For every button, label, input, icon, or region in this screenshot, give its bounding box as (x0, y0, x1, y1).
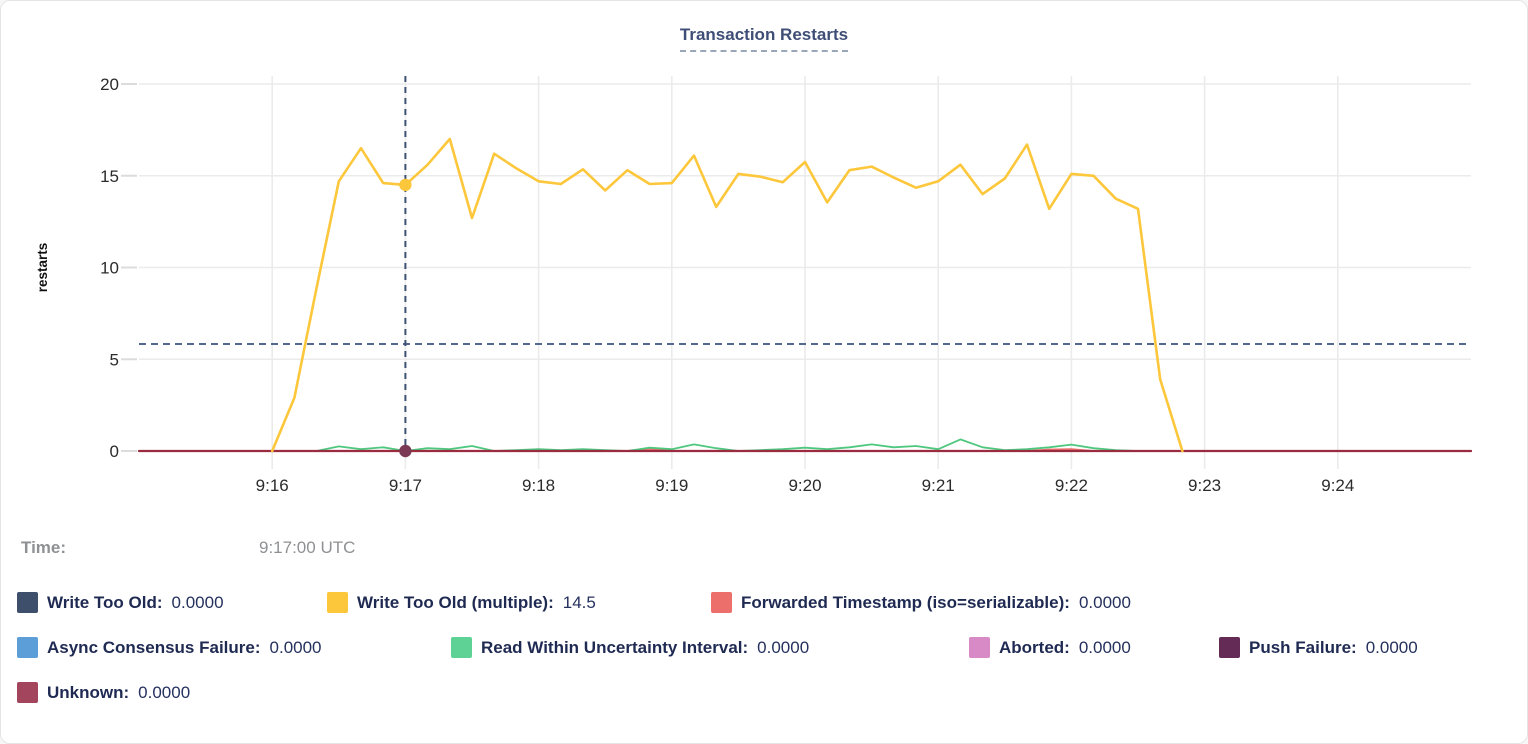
y-tick-label: 10 (100, 259, 119, 278)
legend-label: Write Too Old: (47, 592, 163, 612)
y-tick-label: 20 (100, 75, 119, 94)
legend-value: 0.0000 (757, 637, 810, 657)
push-failure-color-swatch (1219, 637, 1240, 658)
legend-item-write-too-old: Write Too Old: 0.0000 (17, 592, 224, 613)
legend-value: 0.0000 (138, 682, 191, 702)
legend-value: 14.5 (562, 592, 596, 612)
aborted-color-swatch (969, 637, 990, 658)
chart-hover-area[interactable] (139, 71, 1471, 469)
legend-value: 0.0000 (171, 592, 224, 612)
y-tick-label: 15 (100, 167, 119, 186)
legend-row: Async Consensus Failure: 0.0000 Read Withi… (1, 637, 1527, 661)
x-tick-label: 9:19 (655, 476, 688, 495)
chart-title-wrap: Transaction Restarts (1, 25, 1527, 52)
series-line-write-too-old-multiple- (270, 137, 1184, 453)
hover-point-unknown (399, 444, 412, 458)
x-tick-label: 9:23 (1188, 476, 1221, 495)
tooltip-time-label: Time: (21, 538, 67, 557)
legend-label: Aborted: (999, 637, 1070, 657)
unknown-color-swatch (17, 682, 38, 703)
async-consensus-failure-color-swatch (17, 637, 38, 658)
write-too-old-color-swatch (17, 592, 38, 613)
legend-label: Push Failure: (1249, 637, 1357, 657)
legend-label: Async Consensus Failure: (47, 637, 261, 657)
legend-label: Read Within Uncertainty Interval: (481, 637, 749, 657)
chart-title[interactable]: Transaction Restarts (679, 25, 849, 52)
y-tick-label: 0 (110, 442, 119, 461)
legend-item-unknown: Unknown: 0.0000 (17, 682, 190, 703)
x-tick-label: 9:18 (522, 476, 555, 495)
legend-value: 0.0000 (1365, 637, 1418, 657)
legend-value: 0.0000 (1078, 592, 1131, 612)
x-tick-label: 9:17 (389, 476, 422, 495)
legend-item-aborted: Aborted: 0.0000 (969, 637, 1131, 658)
x-tick-label: 9:24 (1321, 476, 1354, 495)
x-tick-label: 9:21 (922, 476, 955, 495)
write-too-old-multiple-color-swatch (327, 592, 348, 613)
legend-label: Write Too Old (multiple): (357, 592, 554, 612)
legend-row: Write Too Old: 0.0000 Write Too Old (multi… (1, 592, 1527, 616)
forwarded-timestamp-color-swatch (711, 592, 732, 613)
x-tick-label: 9:16 (256, 476, 289, 495)
legend-row: Unknown: 0.0000 (1, 682, 1527, 706)
legend-label: Unknown: (47, 682, 130, 702)
tooltip-time-value: 9:17:00 UTC (259, 538, 356, 557)
legend-value: 0.0000 (269, 637, 322, 657)
read-within-uncertainty-interval-color-swatch (451, 637, 472, 658)
x-tick-label: 9:20 (788, 476, 821, 495)
legend-item-push-failure: Push Failure: 0.0000 (1219, 637, 1418, 658)
legend-item-write-too-old-multiple: Write Too Old (multiple): 14.5 (327, 592, 596, 613)
y-tick-label: 5 (110, 350, 119, 369)
legend-item-read-within-uncertainty-interval: Read Within Uncertainty Interval: 0.0000 (451, 637, 809, 658)
legend-label: Forwarded Timestamp (iso=serializable): (741, 592, 1070, 612)
legend-item-async-consensus-failure: Async Consensus Failure: 0.0000 (17, 637, 322, 658)
x-tick-label: 9:22 (1055, 476, 1088, 495)
legend-value: 0.0000 (1078, 637, 1131, 657)
y-axis-label: restarts (35, 243, 50, 293)
hover-point-write-too-old-multiple- (399, 178, 412, 192)
tooltip-time-row: Time: 9:17:00 UTC (21, 538, 355, 558)
legend-item-forwarded-timestamp: Forwarded Timestamp (iso=serializable): 0… (711, 592, 1131, 613)
